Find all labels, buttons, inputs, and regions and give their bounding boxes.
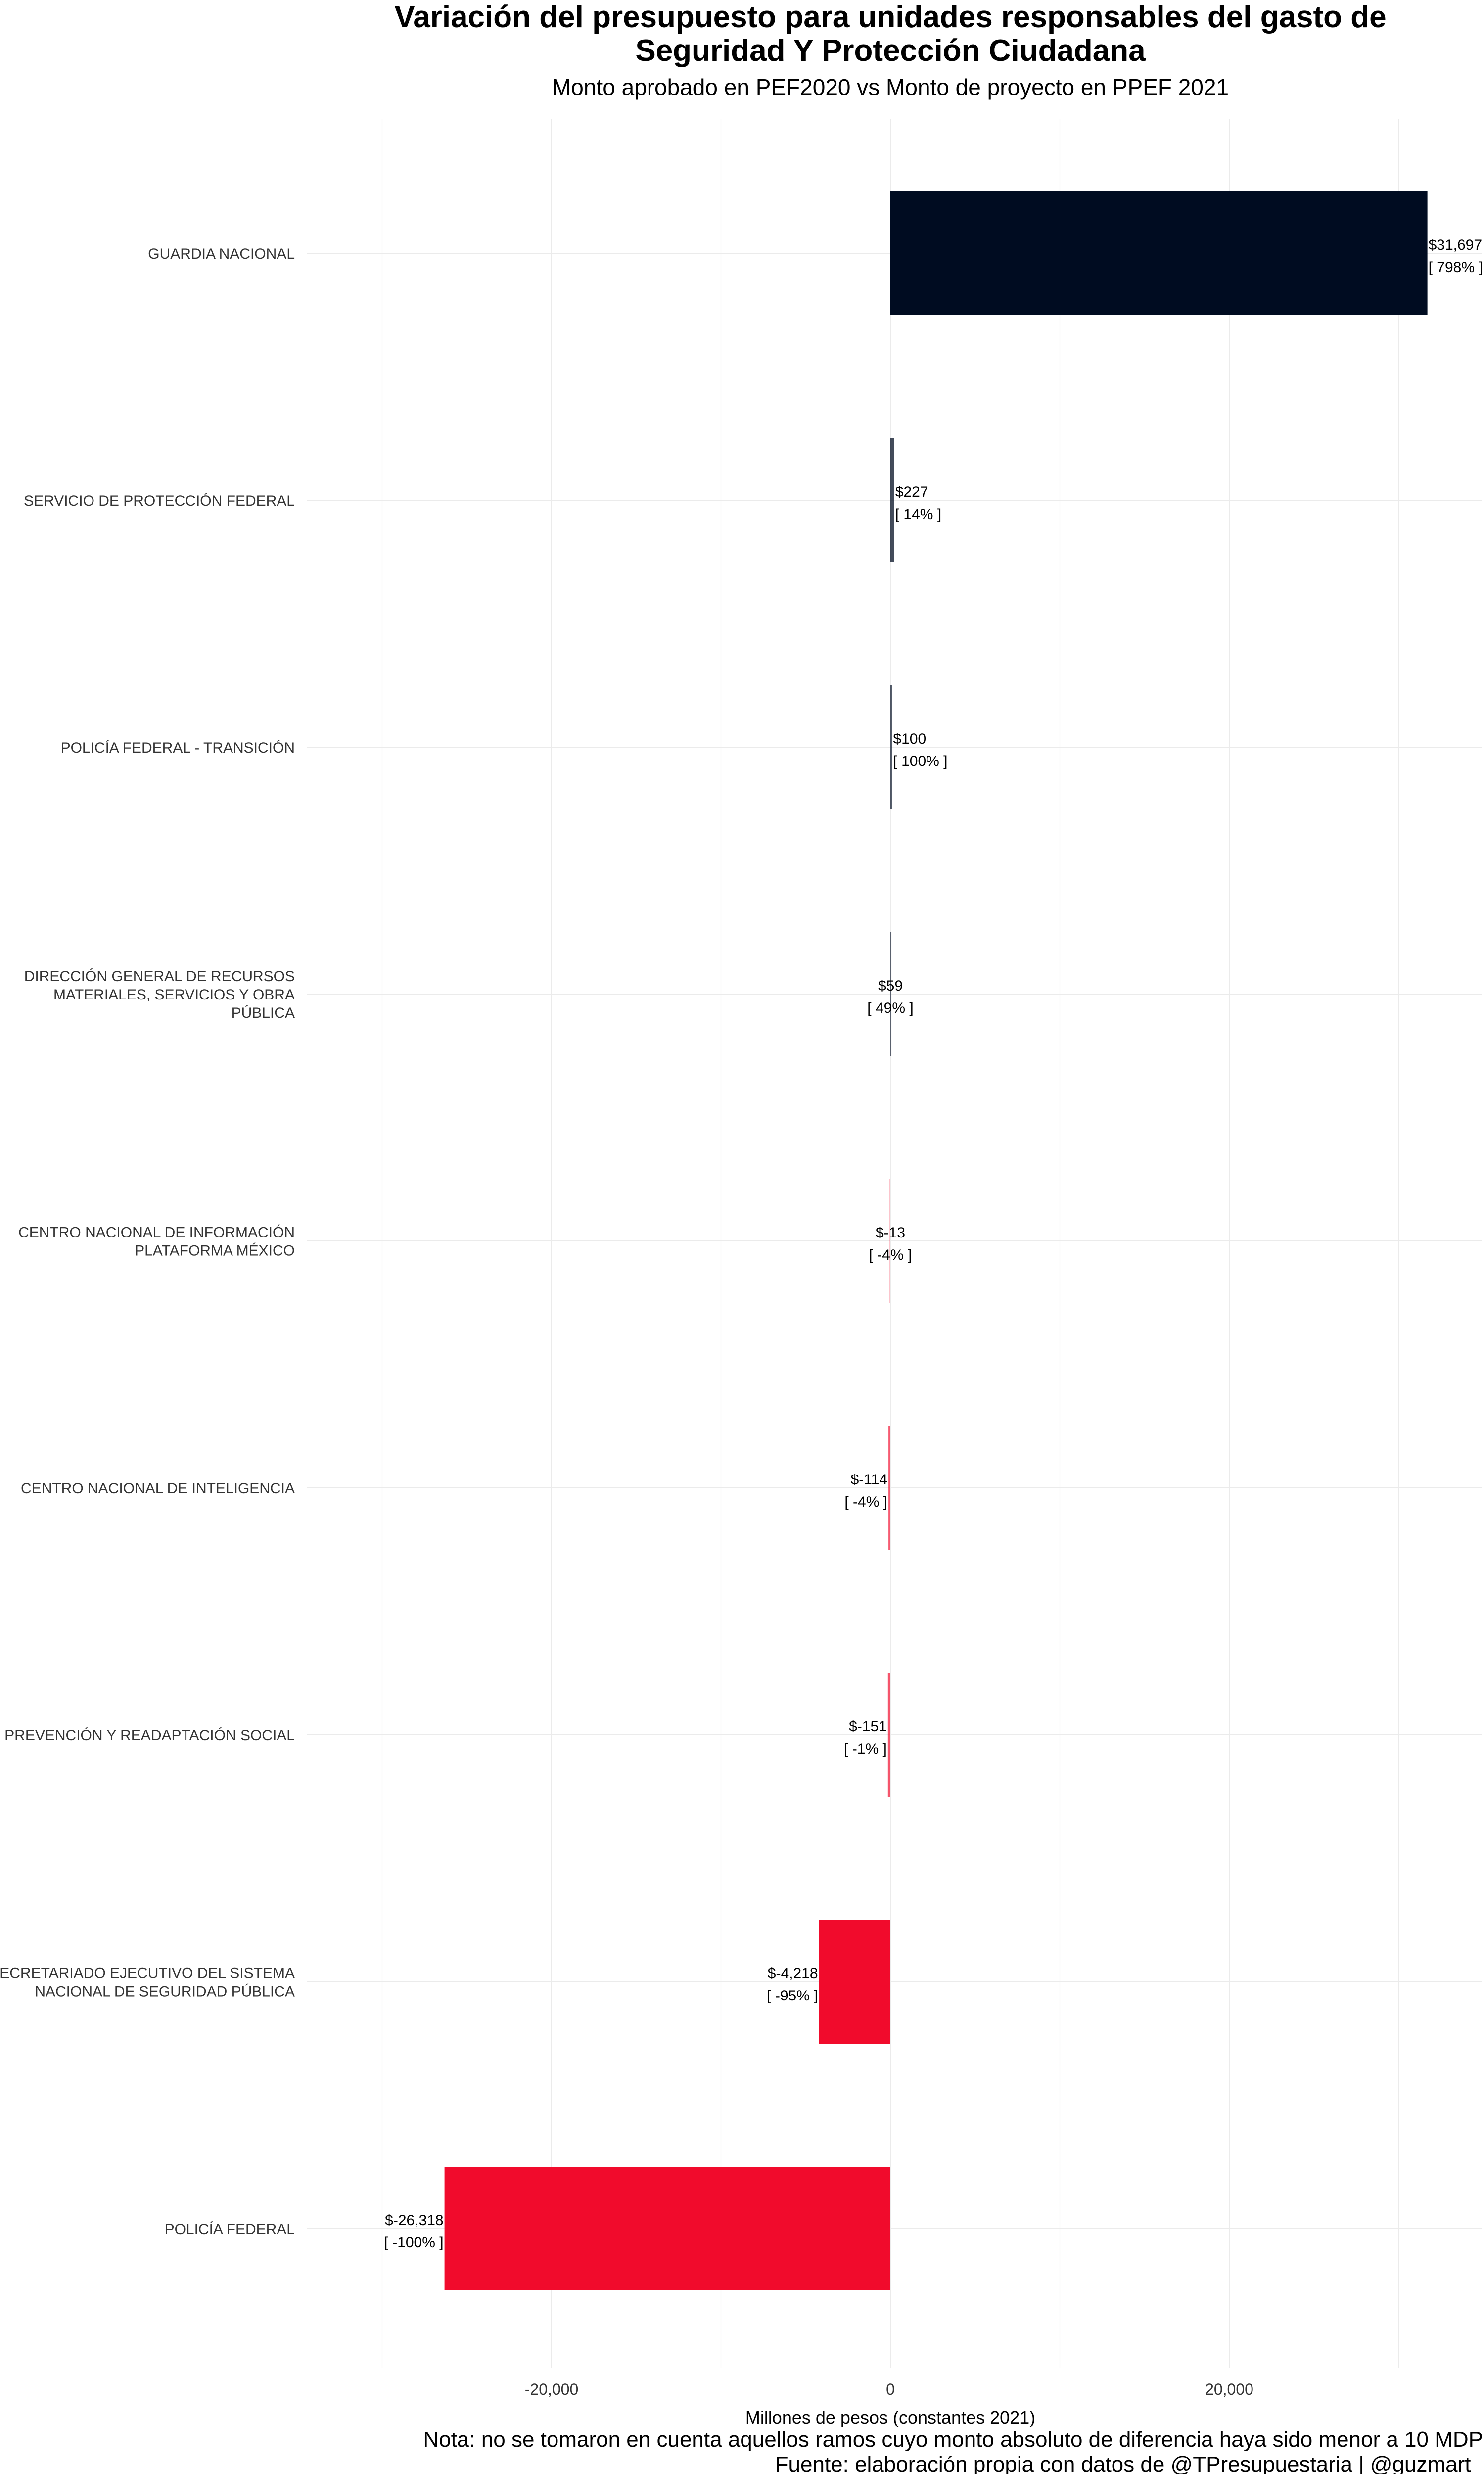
category-label: CENTRO NACIONAL DE INTELIGENCIA [21, 1480, 295, 1497]
category-label: PREVENCIÓN Y READAPTACIÓN SOCIAL [4, 1727, 295, 1744]
x-axis-title: Millones de pesos (constantes 2021) [745, 2407, 1035, 2427]
bar [890, 191, 1428, 315]
chart-title-line: Seguridad Y Protección Ciudadana [635, 34, 1146, 68]
chart-subtitle: Monto aprobado en PEF2020 vs Monto de pr… [552, 74, 1229, 100]
bar-percent-label: [ 798% ] [1429, 259, 1483, 276]
x-tick-label: 20,000 [1205, 2380, 1253, 2398]
category-labels: GUARDIA NACIONAL SERVICIO DE PROTECCIÓN F… [0, 246, 295, 2237]
category-label: SERVICIO DE PROTECCIÓN FEDERAL [24, 493, 295, 509]
bar-value-label: $-26,318 [385, 2212, 443, 2229]
bar-percent-label: [ 49% ] [867, 1000, 913, 1016]
bar-percent-label: [ -4% ] [844, 1494, 887, 1510]
data-labels: $31,697 [ 798% ] $227 [ 14% ] $100 [ 100% ] $5… [384, 237, 1483, 2251]
bar [888, 1426, 890, 1550]
category-label: SECRETARIADO EJECUTIVO DEL SISTEMA [0, 1965, 295, 1982]
x-tick-label: -20,000 [525, 2380, 579, 2398]
bar-percent-label: [ 100% ] [893, 753, 947, 769]
bar [890, 932, 892, 1056]
bar [887, 1673, 890, 1797]
category-label: NACIONAL DE SEGURIDAD PÚBLICA [35, 1984, 295, 2000]
category-label: DIRECCIÓN GENERAL DE RECURSOS [24, 968, 295, 985]
category-label: CENTRO NACIONAL DE INFORMACIÓN [18, 1225, 295, 1241]
chart-notes: Nota: no se tomaron en cuenta aquellos r… [423, 2427, 1483, 2474]
category-label: MATERIALES, SERVICIOS Y OBRA [53, 987, 295, 1003]
bar [444, 2167, 890, 2290]
bar-value-label: $-13 [876, 1225, 905, 1241]
bar-value-label: $227 [895, 484, 928, 500]
bar [889, 1179, 890, 1303]
category-label: POLICÍA FEDERAL - TRANSICIÓN [61, 740, 295, 756]
chart-note: Nota: no se tomaron en cuenta aquellos r… [423, 2427, 1483, 2452]
bar-percent-label: [ -1% ] [844, 1741, 887, 1757]
bar-value-label: $-151 [849, 1718, 887, 1735]
bar-value-label: $59 [878, 978, 903, 994]
bar-percent-label: [ -4% ] [869, 1247, 912, 1263]
category-label: GUARDIA NACIONAL [148, 246, 295, 262]
bars [444, 191, 1428, 2290]
bar-percent-label: [ 14% ] [895, 506, 941, 523]
category-label: PÚBLICA [232, 1005, 295, 1021]
bar-value-label: $100 [893, 731, 926, 747]
chart-note: Fuente: elaboración propia con datos de … [775, 2452, 1484, 2474]
bar-percent-label: [ -100% ] [384, 2235, 444, 2251]
bar-percent-label: [ -95% ] [767, 1988, 818, 2004]
category-label: POLICÍA FEDERAL [165, 2221, 295, 2237]
bar [819, 1920, 890, 2044]
x-tick-label: 0 [886, 2380, 895, 2398]
bar-value-label: $-4,218 [768, 1965, 818, 1982]
chart-title-line: Variación del presupuesto para unidades … [394, 0, 1386, 34]
bar [890, 685, 892, 809]
bar-value-label: $31,697 [1429, 237, 1482, 253]
x-axis-ticks: -20,000 0 20,000 [525, 2380, 1253, 2398]
bar-value-label: $-114 [851, 1472, 888, 1488]
chart-title: Variación del presupuesto para unidades … [394, 0, 1386, 68]
category-label: PLATAFORMA MÉXICO [135, 1243, 295, 1259]
bar [890, 438, 894, 562]
